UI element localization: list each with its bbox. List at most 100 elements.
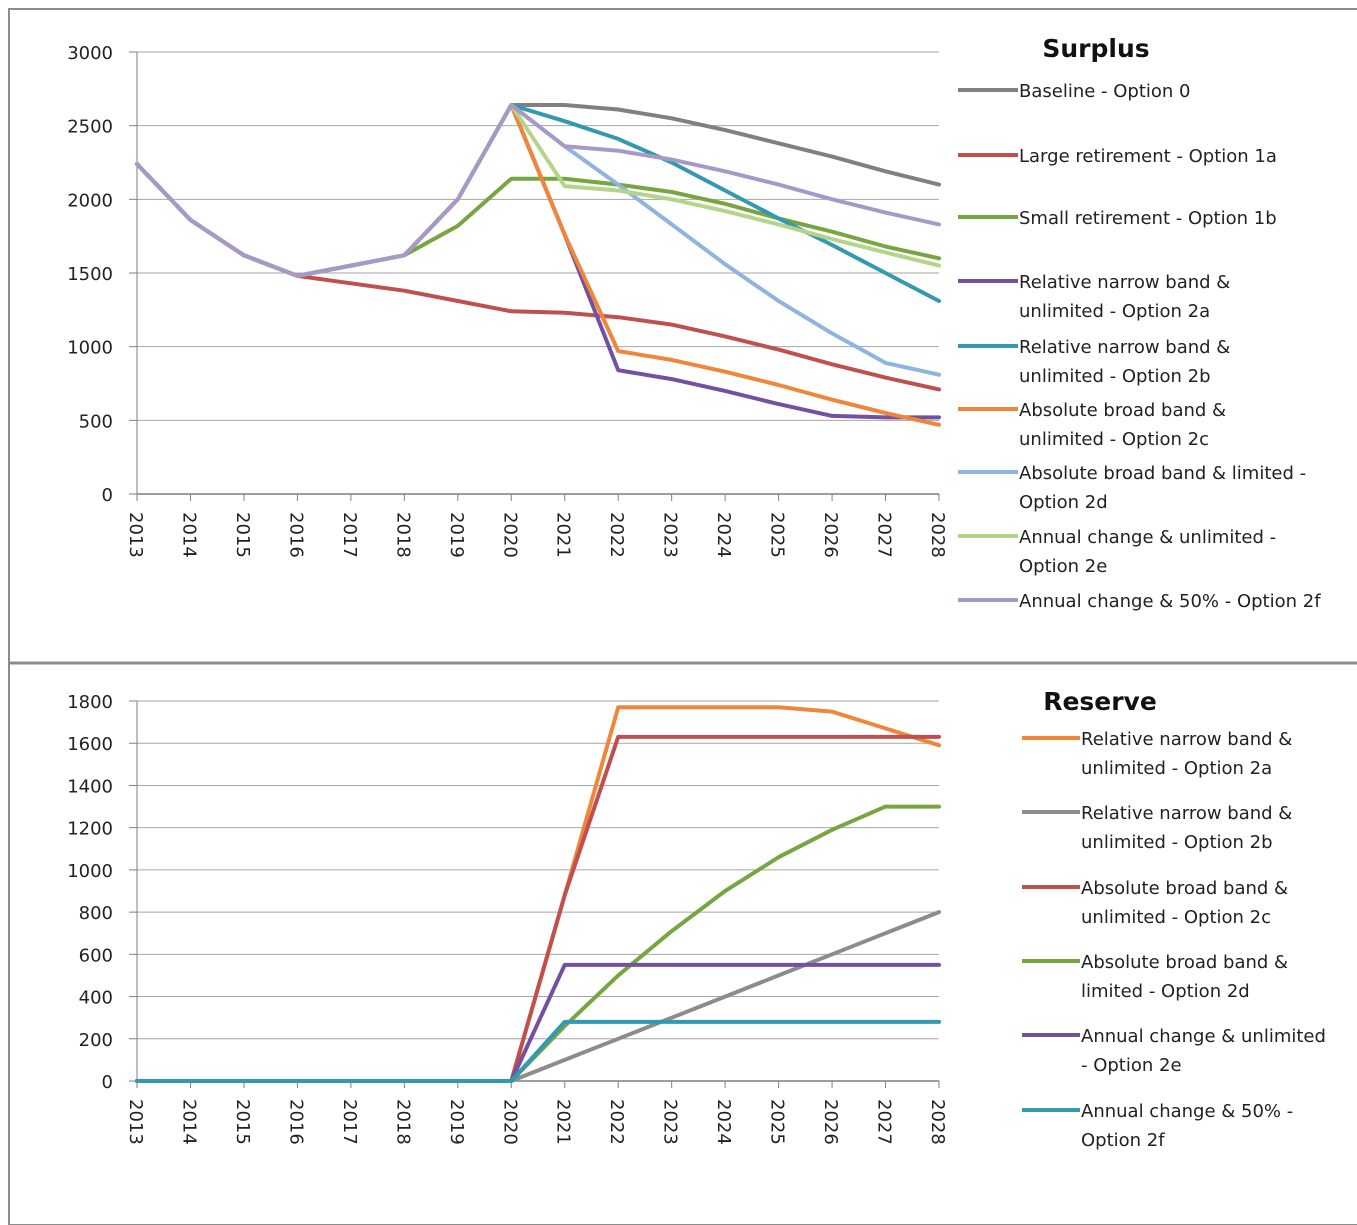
surplus-x-tick-label: 2015 [232,512,253,558]
figure-border [8,8,1357,1225]
surplus-series-line [135,103,941,303]
surplus-legend-label: Baseline - Option 0 [1019,81,1191,102]
surplus-legend-label: unlimited - Option 2a [1019,301,1210,322]
surplus-x-tick-label: 2014 [178,512,199,558]
reserve-legend-label: unlimited - Option 2a [1081,758,1272,779]
surplus-x-tick-label: 2016 [285,512,306,558]
reserve-y-tick-label: 400 [79,988,113,1009]
reserve-legend-label: unlimited - Option 2b [1081,832,1273,853]
reserve-series-line [135,734,941,1083]
surplus-y-tick-label: 1500 [67,264,113,285]
reserve-x-ticks: 2013 2014 2015 2016 2017 2018 2019 2020 2021 2022… [125,1099,948,1145]
reserve-legend-label: unlimited - Option 2c [1081,907,1271,928]
surplus-x-ticks: 2013 2014 2015 2016 2017 2018 2019 2020 2021 2022… [125,512,948,558]
reserve-y-tick-label: 200 [79,1030,113,1051]
reserve-series [135,705,941,1083]
surplus-series-line [135,162,941,392]
surplus-series-line [135,103,941,278]
reserve-x-tick-label: 2019 [446,1099,467,1145]
surplus-y-tick-label: 0 [102,485,113,506]
surplus-x-tick-label: 2026 [820,512,841,558]
reserve-y-tick-label: 1200 [67,819,113,840]
surplus-legend-label: Annual change & 50% - Option 2f [1019,591,1321,612]
reserve-y-tick-label: 1400 [67,776,113,797]
reserve-x-tick-label: 2027 [874,1099,895,1145]
surplus-y-tick-label: 1000 [67,338,113,359]
surplus-x-tick-label: 2023 [660,512,681,558]
surplus-x-tick-label: 2024 [713,512,734,558]
reserve-x-tick-label: 2018 [392,1099,413,1145]
surplus-legend-label: unlimited - Option 2b [1019,366,1211,387]
reserve-x-tick-label: 2014 [178,1099,199,1145]
reserve-y-tick-label: 1000 [67,861,113,882]
surplus-legend-label: Annual change & unlimited - [1019,527,1276,548]
reserve-x-tick-label: 2016 [285,1099,306,1145]
surplus-series-line [135,103,941,278]
surplus-y-tick-label: 3000 [67,43,113,64]
reserve-x-tick-label: 2013 [125,1099,146,1145]
reserve-x-tick-label: 2022 [606,1099,627,1145]
reserve-legend-label: Option 2f [1081,1130,1165,1151]
surplus-legend-label: Absolute broad band & limited - [1019,463,1306,484]
surplus-legend-label: Small retirement - Option 1b [1019,208,1277,229]
reserve-x-tick-label: 2024 [713,1099,734,1145]
surplus-legend-label: Relative narrow band & [1019,272,1230,293]
surplus-axes [129,51,940,501]
reserve-x-tick-label: 2028 [927,1099,948,1145]
surplus-legend-label: Absolute broad band & [1019,400,1226,421]
surplus-y-tick-label: 2000 [67,190,113,211]
reserve-legend-label: Annual change & unlimited [1081,1026,1326,1047]
reserve-series-line [135,1019,941,1083]
reserve-legend-label: Absolute broad band & [1081,878,1288,899]
surplus-series-line [135,103,941,278]
surplus-legend-label: Option 2d [1019,492,1108,513]
surplus-legend-label: Large retirement - Option 1a [1019,146,1277,167]
surplus-x-tick-label: 2020 [499,512,520,558]
reserve-x-tick-label: 2026 [820,1099,841,1145]
reserve-x-tick-label: 2015 [232,1099,253,1145]
surplus-y-tick-label: 500 [79,411,113,432]
surplus-title: Surplus [1042,34,1149,63]
surplus-x-tick-label: 2022 [606,512,627,558]
reserve-x-tick-label: 2021 [553,1099,574,1145]
reserve-legend-label: Annual change & 50% - [1081,1101,1293,1122]
surplus-series [135,103,941,427]
reserve-legend-label: Absolute broad band & [1081,952,1288,973]
reserve-legend-label: - Option 2e [1081,1055,1182,1076]
reserve-y-tick-label: 1800 [67,692,113,713]
surplus-x-tick-label: 2013 [125,512,146,558]
surplus-x-tick-label: 2021 [553,512,574,558]
surplus-x-tick-label: 2019 [446,512,467,558]
surplus-x-tick-label: 2018 [392,512,413,558]
reserve-y-tick-label: 600 [79,945,113,966]
reserve-title: Reserve [1043,687,1157,716]
surplus-x-tick-label: 2017 [339,512,360,558]
surplus-legend-label: Relative narrow band & [1019,337,1230,358]
reserve-x-tick-label: 2023 [660,1099,681,1145]
reserve-x-tick-label: 2020 [499,1099,520,1145]
surplus-gridlines [137,51,939,495]
reserve-x-tick-label: 2025 [767,1099,788,1145]
surplus-legend-label: unlimited - Option 2c [1019,429,1209,450]
reserve-legend-label: limited - Option 2d [1081,981,1250,1002]
surplus-legend: Baseline - Option 0 Large retirement - Op… [958,81,1321,612]
surplus-x-tick-label: 2027 [874,512,895,558]
reserve-series-line [135,804,941,1083]
surplus-x-tick-label: 2025 [767,512,788,558]
surplus-x-tick-label: 2028 [927,512,948,558]
reserve-y-tick-label: 0 [102,1072,113,1093]
reserve-y-tick-label: 800 [79,903,113,924]
reserve-x-tick-label: 2017 [339,1099,360,1145]
reserve-legend-label: Relative narrow band & [1081,729,1292,750]
reserve-legend-label: Relative narrow band & [1081,803,1292,824]
reserve-legend: Relative narrow band & unlimited - Option… [1022,729,1326,1151]
surplus-y-ticks: 0 500 1000 1500 2000 2500 3000 [67,43,113,506]
reserve-y-tick-label: 1600 [67,734,113,755]
surplus-legend-label: Option 2e [1019,556,1107,577]
surplus-y-tick-label: 2500 [67,117,113,138]
reserve-y-ticks: 0 200 400 600 800 1000 1200 1400 1600 1800 [67,692,113,1093]
